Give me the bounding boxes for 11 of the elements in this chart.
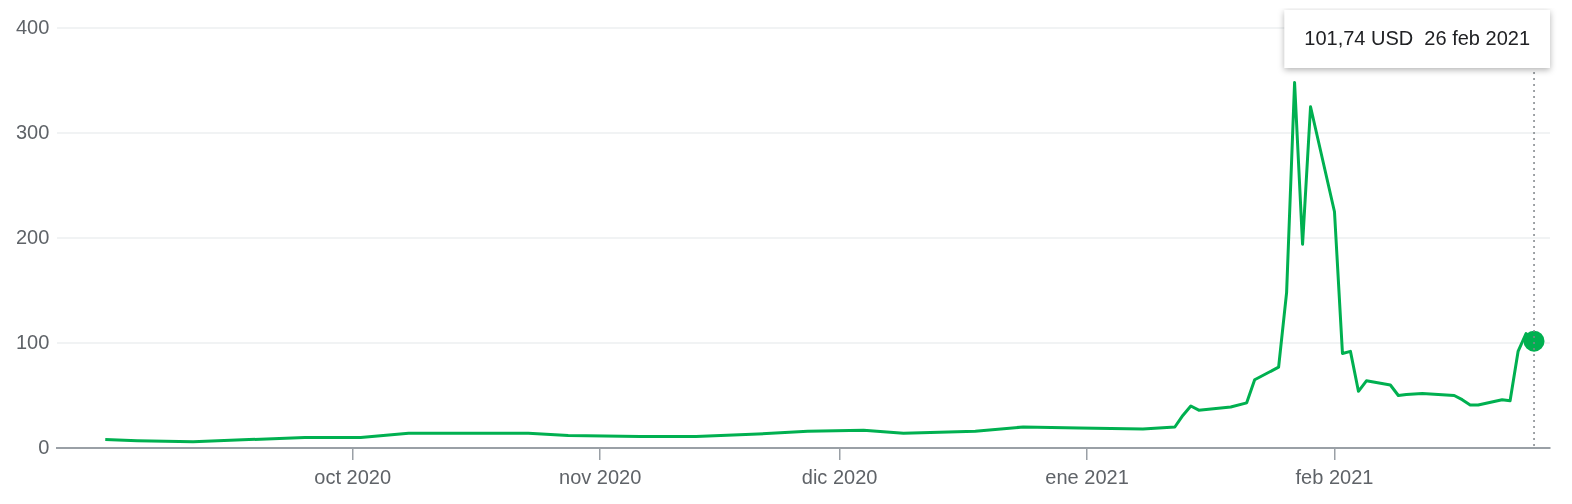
x-tick-label: oct 2020 bbox=[314, 465, 392, 488]
x-tick-label: nov 2020 bbox=[559, 465, 642, 488]
y-tick-label: 400 bbox=[15, 15, 50, 38]
y-tick-label: 200 bbox=[15, 225, 50, 248]
y-tick-label: 0 bbox=[38, 435, 50, 458]
x-tick-label: feb 2021 bbox=[1295, 465, 1374, 488]
x-tick-label: dic 2020 bbox=[801, 465, 878, 488]
annotation: 101,74 USD 26 feb 2021 bbox=[1304, 26, 1531, 49]
x-tick-label: ene 2021 bbox=[1045, 465, 1129, 488]
y-tick-label: 300 bbox=[15, 120, 50, 143]
y-tick-label: 100 bbox=[15, 330, 50, 353]
